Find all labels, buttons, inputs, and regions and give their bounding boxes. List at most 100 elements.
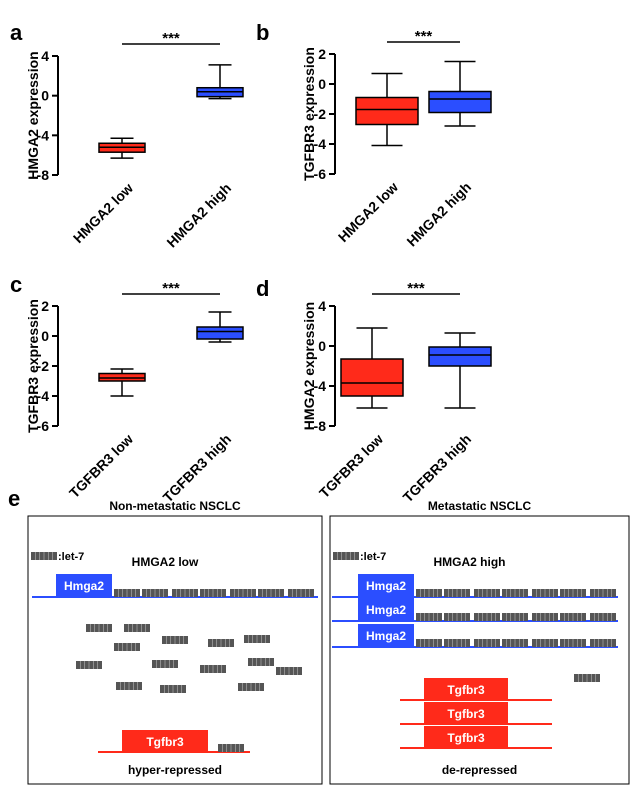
x-tick-label: HMGA2 low (335, 179, 401, 245)
significance: *** (415, 28, 433, 45)
gene-tgfbr3 (424, 678, 508, 700)
y-tick-label: 4 (41, 48, 49, 64)
gene-label: Tgfbr3 (447, 683, 485, 697)
let-7 (244, 635, 270, 643)
let-7 (288, 589, 314, 597)
legend-text: :let-7 (360, 551, 386, 563)
gene-label: Hmga2 (366, 579, 406, 593)
let-7 (76, 661, 102, 669)
gene-label: Hmga2 (366, 603, 406, 617)
let-7 (444, 613, 470, 621)
gene-hmga2 (358, 624, 414, 647)
x-tick-label: HMGA2 high (403, 179, 474, 250)
y-axis-title: TGFBR3 expression (301, 47, 317, 181)
box (196, 326, 244, 340)
let-7 (230, 589, 256, 597)
let-7 (142, 589, 168, 597)
gene-label: Tgfbr3 (447, 707, 485, 721)
let-7 (502, 639, 528, 647)
y-tick-label: 0 (318, 76, 326, 92)
y-tick-label: -4 (314, 136, 327, 152)
let-7 (574, 674, 600, 682)
gene-hmga2 (358, 574, 414, 597)
y-tick-label: 0 (41, 88, 49, 104)
y-tick-label: 0 (41, 328, 49, 344)
panel-label: b (256, 20, 269, 45)
let-7 (276, 667, 302, 675)
let-7 (200, 665, 226, 673)
panel-label: a (10, 20, 23, 45)
y-tick-label: -4 (37, 388, 50, 404)
gene-label: Tgfbr3 (146, 735, 184, 749)
let-7 (532, 639, 558, 647)
y-axis-title: TGFBR3 expression (25, 299, 41, 433)
let-7 (116, 682, 142, 690)
let-7 (416, 639, 442, 647)
gene-hmga2 (358, 598, 414, 621)
y-tick-label: -6 (314, 166, 327, 182)
y-tick-label: 2 (318, 46, 326, 62)
panel-frame (329, 515, 630, 785)
x-tick-label: TGFBR3 low (66, 431, 136, 501)
let-7 (416, 613, 442, 621)
let-7 (238, 683, 264, 691)
let-7 (444, 589, 470, 597)
y-tick-label: 4 (318, 298, 326, 314)
x-tick-label: TGFBR3 high (160, 431, 235, 506)
let-7 (532, 613, 558, 621)
box (355, 96, 419, 126)
y-tick-label: -2 (314, 106, 327, 122)
let-7 (474, 613, 500, 621)
let-7 (172, 589, 198, 597)
x-tick-label: HMGA2 low (70, 180, 136, 246)
significance: *** (162, 30, 180, 47)
let-7 (86, 624, 112, 632)
y-tick-label: -4 (37, 127, 50, 143)
y-tick-label: 2 (41, 298, 49, 314)
x-tick-label: TGFBR3 high (400, 431, 475, 506)
y-tick-label: -4 (314, 378, 327, 394)
let-7 (590, 639, 616, 647)
let-7 (474, 589, 500, 597)
state-label: HMGA2 high (434, 555, 506, 569)
let-7 (218, 744, 244, 752)
box (428, 90, 492, 114)
box (340, 358, 404, 397)
panel-title: Non-metastatic NSCLC (109, 499, 241, 513)
y-tick-label: 0 (318, 338, 326, 354)
panel-frame (27, 515, 323, 785)
gene-label: Hmga2 (366, 629, 406, 643)
let-7 (416, 589, 442, 597)
x-tick-label: TGFBR3 low (316, 431, 386, 501)
let-7 (160, 685, 186, 693)
y-tick-label: -8 (314, 418, 327, 434)
let-7 (31, 552, 57, 560)
panel-title: Metastatic NSCLC (428, 499, 532, 513)
outcome: hyper-repressed (128, 763, 222, 777)
let-7 (152, 660, 178, 668)
gene-tgfbr3 (424, 702, 508, 724)
gene-tgfbr3 (122, 730, 208, 752)
gene-label: Tgfbr3 (447, 731, 485, 745)
let-7 (248, 658, 274, 666)
let-7 (590, 613, 616, 621)
let-7 (333, 552, 359, 560)
y-axis-title: HMGA2 expression (301, 302, 317, 430)
let-7 (560, 639, 586, 647)
let-7 (208, 639, 234, 647)
let-7 (502, 589, 528, 597)
outcome: de-repressed (442, 763, 517, 777)
gene-tgfbr3 (424, 726, 508, 748)
let-7 (258, 589, 284, 597)
y-tick-label: -6 (37, 418, 50, 434)
gene-label: Hmga2 (64, 579, 104, 593)
gene-hmga2 (56, 574, 112, 597)
let-7 (124, 624, 150, 632)
y-tick-label: -8 (37, 167, 50, 183)
let-7 (474, 639, 500, 647)
state-label: HMGA2 low (132, 555, 199, 569)
let-7 (114, 643, 140, 651)
y-axis-title: HMGA2 expression (25, 51, 41, 179)
x-tick-label: HMGA2 high (163, 180, 234, 251)
let-7 (162, 636, 188, 644)
